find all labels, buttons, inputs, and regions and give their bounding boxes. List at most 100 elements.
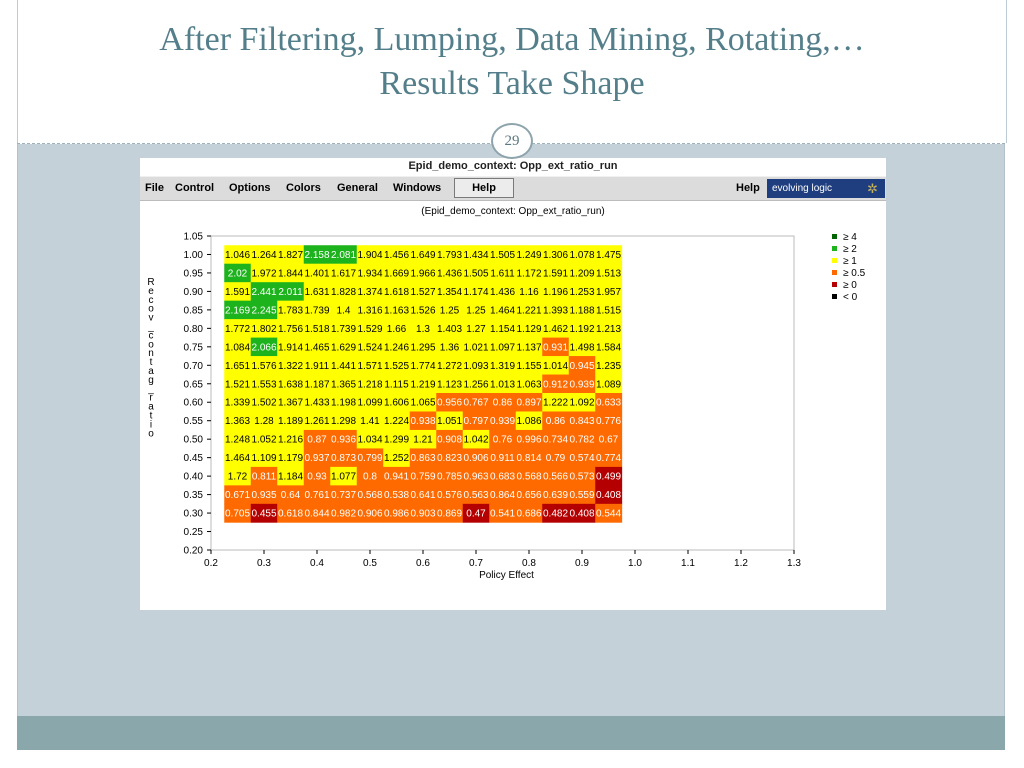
y-axis-title-char: e bbox=[148, 286, 154, 297]
x-tick-label: 1.3 bbox=[787, 558, 801, 569]
heatmap-cell bbox=[277, 448, 305, 468]
cell-value-label: 1.014 bbox=[543, 361, 568, 372]
heatmap-cell bbox=[489, 245, 517, 265]
heatmap-cell bbox=[250, 411, 278, 431]
legend-swatch bbox=[832, 234, 837, 239]
menu-file[interactable]: File bbox=[145, 182, 164, 194]
cell-value-label: 1.042 bbox=[463, 435, 488, 446]
heatmap-cell bbox=[330, 374, 358, 394]
y-axis-title-char: a bbox=[148, 366, 154, 377]
heatmap-cell bbox=[224, 300, 252, 320]
heatmap-cell bbox=[277, 356, 305, 375]
menu-options[interactable]: Options bbox=[229, 182, 271, 194]
heatmap-cell bbox=[542, 263, 570, 283]
cell-value-label: 0.908 bbox=[437, 435, 462, 446]
heatmap-cell bbox=[303, 429, 331, 449]
cell-value-label: 1.433 bbox=[304, 398, 329, 409]
cell-value-label: 1.957 bbox=[596, 287, 621, 298]
cell-value-label: 0.823 bbox=[437, 453, 462, 464]
heatmap-cell bbox=[330, 448, 358, 468]
heatmap-cell bbox=[436, 300, 464, 320]
heatmap-cell bbox=[383, 337, 411, 357]
heatmap-cell bbox=[224, 356, 252, 375]
legend-swatch bbox=[832, 246, 837, 251]
cell-value-label: 1.363 bbox=[225, 416, 250, 427]
cell-value-label: 1.077 bbox=[331, 472, 356, 483]
cell-value-label: 1.089 bbox=[596, 379, 621, 390]
heatmap-cell bbox=[409, 466, 437, 486]
heatmap-cell bbox=[462, 466, 490, 486]
menu-general[interactable]: General bbox=[337, 182, 378, 194]
heatmap-cell bbox=[515, 429, 543, 449]
heatmap-cell bbox=[277, 300, 305, 320]
legend-label: ≥ 2 bbox=[843, 244, 857, 255]
cell-value-label: 1.306 bbox=[543, 250, 568, 261]
heatmap-cell bbox=[515, 300, 543, 320]
heatmap-cell bbox=[542, 429, 570, 449]
cell-value-label: 0.87 bbox=[307, 435, 327, 446]
legend-label: ≥ 0.5 bbox=[843, 268, 866, 279]
menu-windows[interactable]: Windows bbox=[393, 182, 442, 194]
cell-value-label: 0.563 bbox=[463, 490, 488, 501]
cell-value-label: 1.456 bbox=[384, 250, 409, 261]
heatmap-cell bbox=[568, 356, 596, 375]
cell-value-label: 1.261 bbox=[304, 416, 329, 427]
heatmap-cell bbox=[356, 411, 384, 431]
heatmap-cell bbox=[224, 282, 252, 302]
heatmap-cell bbox=[409, 411, 437, 431]
heatmap-cell bbox=[462, 319, 490, 338]
cell-value-label: 1.3 bbox=[416, 324, 430, 335]
cell-value-label: 0.869 bbox=[437, 509, 462, 520]
heatmap-cell bbox=[595, 448, 623, 468]
cell-value-label: 1.052 bbox=[251, 435, 276, 446]
y-tick-label: 0.45 bbox=[184, 453, 204, 464]
heatmap-cell bbox=[568, 245, 596, 265]
heatmap-cell bbox=[303, 485, 331, 505]
cell-value-label: 1.319 bbox=[490, 361, 515, 372]
x-tick-label: 0.6 bbox=[416, 558, 430, 569]
heatmap-cell bbox=[330, 263, 358, 283]
cell-value-label: 1.034 bbox=[357, 435, 382, 446]
heatmap-cell bbox=[515, 263, 543, 283]
heatmap-cell bbox=[330, 282, 358, 302]
heatmap-cell bbox=[330, 466, 358, 486]
heatmap-cell bbox=[250, 374, 278, 394]
cell-value-label: 0.47 bbox=[466, 509, 486, 520]
heatmap-cell bbox=[515, 356, 543, 375]
cell-value-label: 1.649 bbox=[410, 250, 435, 261]
y-tick-label: 0.85 bbox=[184, 305, 204, 316]
menu-help-right[interactable]: Help bbox=[736, 182, 760, 194]
heatmap-cell bbox=[303, 263, 331, 283]
x-tick-label: 0.3 bbox=[257, 558, 271, 569]
heatmap-cell bbox=[436, 245, 464, 265]
cell-value-label: 2.169 bbox=[225, 305, 250, 316]
heatmap-cell bbox=[515, 337, 543, 357]
cell-value-label: 1.213 bbox=[596, 324, 621, 335]
slide-title-line-1: After Filtering, Lumping, Data Mining, R… bbox=[159, 21, 865, 58]
heatmap-cell bbox=[303, 393, 331, 412]
heatmap-cell bbox=[409, 429, 437, 449]
menu-colors[interactable]: Colors bbox=[286, 182, 321, 194]
cell-value-label: 1.198 bbox=[331, 398, 356, 409]
legend-swatch bbox=[832, 294, 837, 299]
heatmap-cell bbox=[224, 448, 252, 468]
cell-value-label: 1.774 bbox=[410, 361, 435, 372]
heatmap-cell bbox=[409, 300, 437, 320]
heatmap-cell bbox=[277, 393, 305, 412]
heatmap-cell bbox=[383, 282, 411, 302]
heatmap-cell bbox=[542, 485, 570, 505]
menu-control[interactable]: Control bbox=[175, 182, 215, 194]
heatmap-cell bbox=[462, 337, 490, 357]
heatmap-cell bbox=[462, 503, 490, 523]
heatmap-cell bbox=[277, 245, 305, 265]
cell-value-label: 2.245 bbox=[251, 305, 276, 316]
heatmap-cell bbox=[250, 356, 278, 375]
menu-help[interactable]: Help bbox=[454, 178, 514, 198]
heatmap-cell bbox=[409, 319, 437, 338]
cell-value-label: 1.109 bbox=[251, 453, 276, 464]
cell-value-label: 1.295 bbox=[410, 342, 435, 353]
cell-value-label: 1.256 bbox=[463, 379, 488, 390]
cell-value-label: 1.571 bbox=[357, 361, 382, 372]
cell-value-label: 1.196 bbox=[543, 287, 568, 298]
cell-value-label: 0.864 bbox=[490, 490, 515, 501]
